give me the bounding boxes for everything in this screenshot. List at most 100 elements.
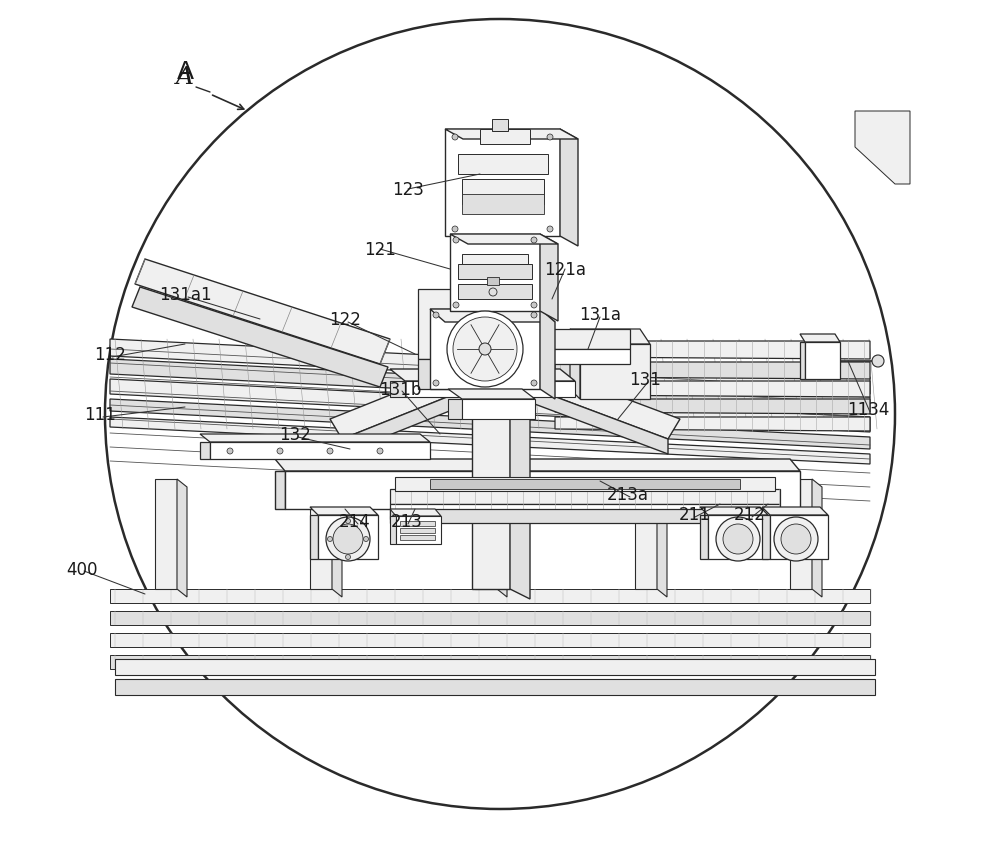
- Circle shape: [453, 303, 459, 308]
- Polygon shape: [110, 380, 870, 432]
- Text: 214: 214: [339, 512, 371, 530]
- Circle shape: [227, 449, 233, 455]
- Text: 121: 121: [364, 241, 396, 258]
- Polygon shape: [540, 235, 558, 322]
- Polygon shape: [540, 310, 555, 400]
- Polygon shape: [450, 235, 540, 312]
- Polygon shape: [390, 381, 405, 398]
- Polygon shape: [110, 400, 870, 449]
- Circle shape: [531, 238, 537, 244]
- Polygon shape: [580, 344, 650, 400]
- Polygon shape: [560, 342, 870, 360]
- Circle shape: [453, 238, 459, 244]
- Text: 400: 400: [66, 561, 98, 579]
- Text: 131b: 131b: [379, 381, 421, 399]
- Polygon shape: [462, 400, 535, 419]
- Polygon shape: [538, 330, 630, 350]
- Text: A: A: [176, 66, 194, 90]
- Polygon shape: [285, 472, 800, 510]
- Polygon shape: [430, 310, 555, 323]
- Polygon shape: [390, 517, 396, 544]
- Polygon shape: [110, 611, 870, 625]
- Polygon shape: [275, 472, 285, 510]
- Circle shape: [433, 381, 439, 387]
- Polygon shape: [462, 255, 528, 264]
- Polygon shape: [115, 660, 875, 675]
- Polygon shape: [132, 288, 388, 387]
- Text: 123: 123: [392, 181, 424, 199]
- Polygon shape: [538, 350, 630, 364]
- Circle shape: [447, 312, 523, 387]
- Polygon shape: [770, 516, 828, 560]
- Polygon shape: [430, 480, 740, 489]
- Polygon shape: [472, 339, 510, 589]
- Polygon shape: [135, 260, 390, 364]
- Text: 131a1: 131a1: [159, 286, 211, 304]
- Polygon shape: [472, 339, 530, 350]
- Circle shape: [479, 344, 491, 356]
- Polygon shape: [390, 489, 780, 505]
- Circle shape: [781, 524, 811, 554]
- Polygon shape: [508, 360, 680, 439]
- Polygon shape: [448, 389, 535, 400]
- Polygon shape: [762, 507, 828, 516]
- Polygon shape: [570, 330, 580, 400]
- Polygon shape: [110, 418, 870, 464]
- Circle shape: [723, 524, 753, 554]
- Polygon shape: [310, 507, 378, 516]
- Circle shape: [774, 517, 818, 561]
- Polygon shape: [555, 381, 870, 398]
- Circle shape: [346, 554, 351, 560]
- Circle shape: [377, 449, 383, 455]
- Polygon shape: [708, 516, 768, 560]
- Polygon shape: [390, 369, 575, 381]
- Circle shape: [489, 288, 497, 297]
- Text: 211: 211: [679, 505, 711, 523]
- Polygon shape: [555, 418, 870, 431]
- Bar: [400, 536, 435, 541]
- Text: A: A: [176, 60, 194, 84]
- Polygon shape: [800, 335, 840, 343]
- Polygon shape: [210, 443, 430, 460]
- Polygon shape: [110, 655, 870, 669]
- Polygon shape: [448, 400, 462, 419]
- Circle shape: [333, 524, 363, 554]
- Polygon shape: [430, 310, 540, 389]
- Polygon shape: [458, 285, 532, 300]
- Polygon shape: [805, 343, 840, 380]
- Polygon shape: [332, 480, 342, 598]
- Polygon shape: [812, 480, 822, 598]
- Text: 131: 131: [629, 370, 661, 388]
- Polygon shape: [405, 381, 575, 398]
- Polygon shape: [110, 589, 870, 604]
- Polygon shape: [318, 516, 378, 560]
- Polygon shape: [700, 507, 768, 516]
- Text: 132: 132: [279, 425, 311, 443]
- Polygon shape: [110, 339, 870, 394]
- Text: 112: 112: [94, 345, 126, 363]
- Text: 213: 213: [391, 512, 423, 530]
- Polygon shape: [115, 679, 875, 695]
- Polygon shape: [570, 330, 650, 344]
- Polygon shape: [418, 360, 452, 389]
- Polygon shape: [275, 460, 800, 472]
- Polygon shape: [395, 478, 775, 492]
- Circle shape: [531, 303, 537, 308]
- Bar: [492, 120, 508, 132]
- Text: 213a: 213a: [607, 486, 649, 504]
- Text: 122: 122: [329, 311, 361, 329]
- Polygon shape: [330, 360, 492, 439]
- Polygon shape: [510, 339, 530, 599]
- Polygon shape: [310, 480, 332, 589]
- Polygon shape: [462, 180, 544, 205]
- Polygon shape: [657, 480, 667, 598]
- Polygon shape: [635, 480, 657, 589]
- Polygon shape: [418, 289, 452, 360]
- Circle shape: [327, 449, 333, 455]
- Text: 212: 212: [734, 505, 766, 523]
- Polygon shape: [480, 130, 530, 145]
- Circle shape: [453, 318, 517, 381]
- Circle shape: [433, 313, 439, 319]
- Polygon shape: [110, 633, 870, 647]
- Polygon shape: [155, 480, 177, 589]
